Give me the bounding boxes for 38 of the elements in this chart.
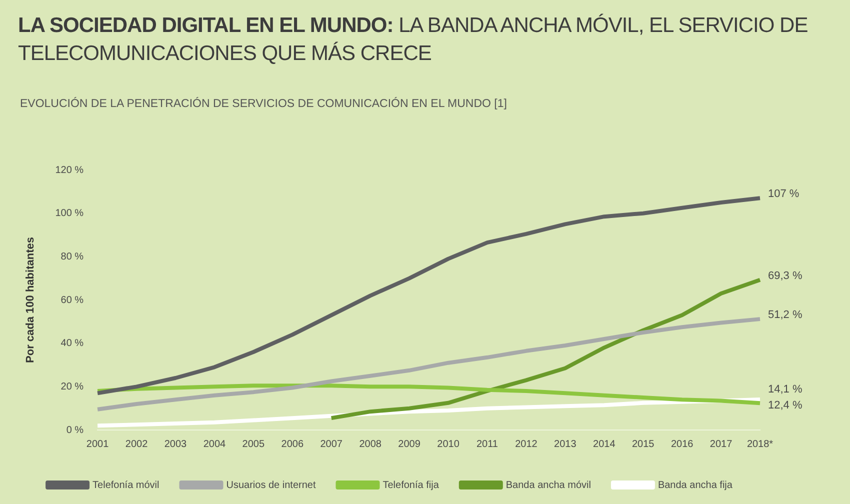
x-tick-label: 2008 [359,438,382,450]
legend-label: Banda ancha fija [658,480,733,491]
x-tick-label: 2017 [710,438,733,450]
y-tick-label: 20 % [60,381,84,392]
x-tick-label: 2009 [398,438,421,450]
x-tick-label: 2013 [554,438,577,450]
y-tick-label: 120 % [55,164,84,176]
x-tick-label: 2012 [515,438,538,450]
y-tick-label: 60 % [60,294,84,306]
x-tick-label: 2010 [437,438,460,450]
y-tick-label: 100 % [55,208,84,220]
x-tick-label: 2007 [320,438,343,450]
x-tick-label: 2001 [86,438,110,450]
chart-subtitle: EVOLUCIÓN DE LA PENETRACIÓN DE SERVICIOS DE COMUNICACIÓN EN EL MUNDO [1] [20,98,507,110]
x-tick-label: 2018* [746,438,774,450]
legend-label: Banda ancha móvil [506,480,591,491]
data-label: 51,2 % [768,309,802,322]
legend-label: Usuarios de internet [226,480,316,491]
x-tick-label: 2004 [203,438,226,450]
legend-label: Telefonía móvil [92,480,160,491]
x-tick-label: 2006 [281,438,304,450]
x-tick-label: 2014 [593,438,616,450]
x-tick-label: 2002 [125,438,148,450]
x-tick-label: 2011 [476,438,498,450]
data-label: 107 % [768,188,800,200]
chart-title: LA SOCIEDAD DIGITAL EN EL MUNDO: LA BANDA ANCHA MÓVIL, EL SERVICIO DE TELECOMUNICACIONES QUE MÁS CRECE [18,12,809,67]
data-label: 14,1 % [768,383,802,396]
y-tick-label: 40 % [60,338,84,350]
x-tick-label: 2003 [164,438,188,450]
legend-label: Telefonía fija [382,480,440,491]
data-label: 12,4 % [768,399,802,412]
y-tick-label: 80 % [60,251,84,262]
x-tick-label: 2005 [242,438,265,450]
x-tick-label: 2015 [632,438,655,450]
data-label: 69,3 % [768,270,802,282]
y-tick-label: 0 % [66,424,84,436]
x-tick-label: 2016 [670,438,694,450]
y-axis-title: Por cada 100 habitantes [24,237,37,363]
